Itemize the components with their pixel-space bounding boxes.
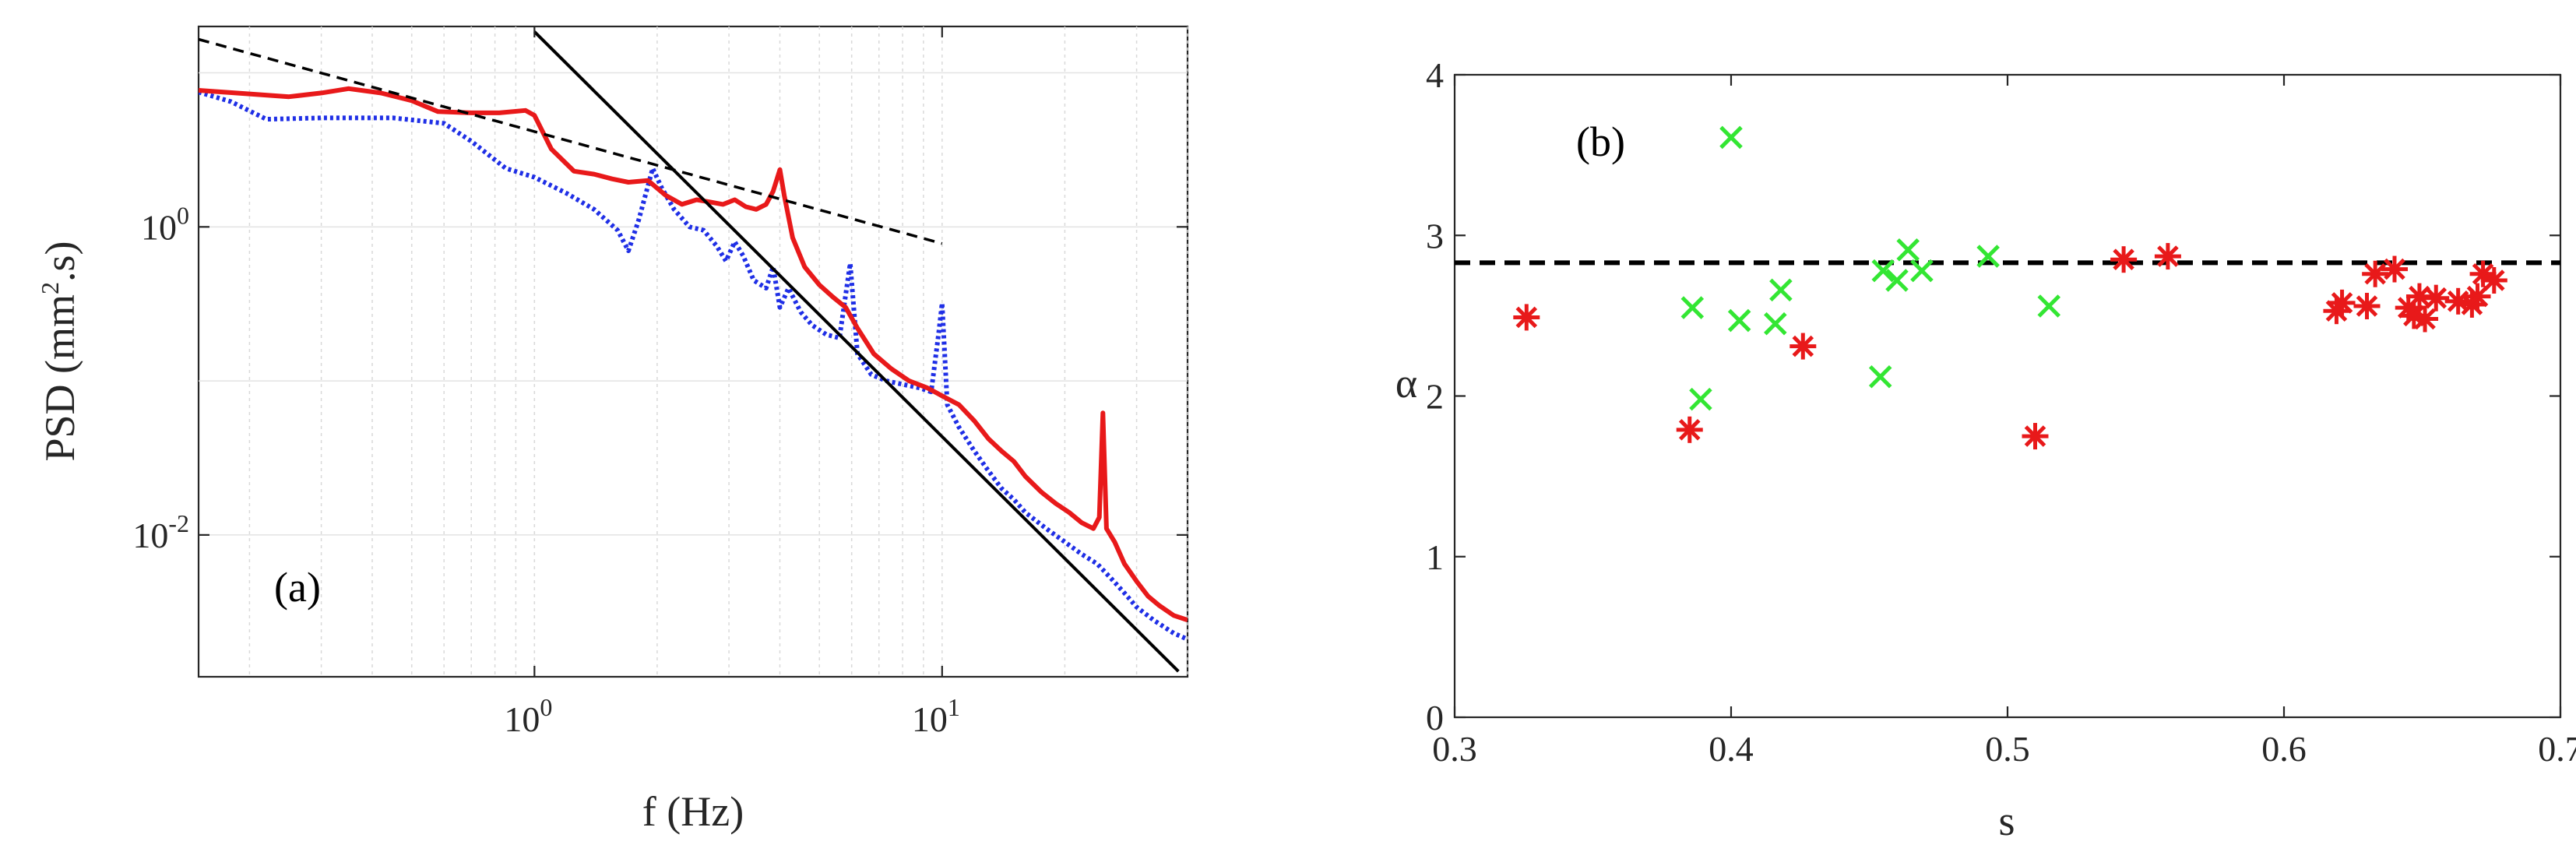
alpha-x-tick-label: 0.4 [1709, 729, 1754, 769]
psd-series-dotted-blue-spectrum [199, 90, 1188, 642]
asterisk-stroke [2425, 287, 2448, 309]
green-x-marker [1910, 259, 1934, 283]
alpha-panel-label: (b) [1576, 118, 1625, 165]
psd-x-tick-exp: 1 [948, 693, 960, 721]
alpha-x-axis-label: s [1998, 797, 2015, 844]
psd-series-group [199, 30, 1188, 673]
psd-y-label-exp: 2 [36, 282, 64, 294]
psd-y-tick-base: 10 [132, 516, 168, 555]
x-stroke [1680, 296, 1705, 319]
psd-x-axis-label: f (Hz) [642, 788, 744, 835]
x-stroke [1689, 387, 1712, 411]
x-stroke [1727, 308, 1751, 333]
psd-y-tick-base: 10 [141, 207, 177, 247]
psd-series-solid-red-spectrum [199, 86, 1188, 623]
asterisk-stroke [1515, 306, 1538, 329]
psd-y-label-tail: .s) [37, 241, 83, 282]
red-asterisk-marker [2353, 293, 2381, 319]
asterisk-stroke [2384, 258, 2405, 280]
x-stroke [2037, 294, 2061, 318]
alpha-y-tick-label: 0 [1426, 698, 1444, 738]
psd-series-black-power-law-steep [533, 30, 1180, 673]
red-asterisk-marker [2362, 260, 2389, 287]
red-asterisk-marker [2423, 284, 2450, 312]
asterisk-stroke [2472, 262, 2494, 285]
red-asterisk-marker [2412, 305, 2439, 333]
x-stroke [1868, 364, 1892, 389]
green-x-marker [1868, 364, 1892, 389]
asterisk-stroke [1678, 419, 1701, 441]
green-x-marker [1976, 245, 2000, 268]
x-stroke [1896, 238, 1920, 262]
asterisk-stroke [2113, 248, 2134, 270]
psd-y-axis-label: PSD (mm2.s) [36, 241, 83, 461]
green-x-marker [1896, 238, 1920, 262]
green-x-marker [1680, 296, 1705, 319]
asterisk-stroke [2466, 285, 2489, 308]
psd-x-tick-exp: 0 [540, 693, 552, 721]
x-stroke [1719, 125, 1743, 150]
asterisk-stroke [2483, 269, 2505, 291]
red-asterisk-marker [1789, 333, 1817, 360]
x-stroke [1871, 259, 1895, 283]
x-stroke [1885, 269, 1909, 292]
x-stroke [1764, 312, 1787, 336]
green-x-marker [2037, 294, 2061, 318]
alpha-y-tick-label: 2 [1426, 377, 1444, 417]
green-x-marker [1871, 259, 1895, 283]
psd-x-tick-label: 100 [504, 693, 552, 739]
psd-grid [199, 26, 1188, 677]
red-asterisk-marker [2022, 423, 2049, 450]
alpha-x-tick-label: 0.5 [1985, 729, 2030, 769]
psd-x-tick-base: 10 [504, 699, 540, 739]
green-x-marker [1769, 278, 1793, 302]
x-stroke [1976, 245, 2000, 268]
alpha-y-tick-label: 3 [1426, 216, 1444, 255]
red-asterisk-marker [1676, 416, 1703, 443]
alpha-x-tick-label: 0.6 [2261, 729, 2307, 769]
psd-x-tick-label: 101 [912, 693, 960, 739]
red-asterisk-marker [2464, 283, 2491, 310]
red-asterisk-marker [2154, 243, 2181, 270]
alpha-series-group [1513, 125, 2507, 450]
asterisk-stroke [2331, 292, 2353, 314]
alpha-x-tick-label: 0.7 [2538, 729, 2576, 769]
green-x-marker [1727, 308, 1751, 333]
psd-y-tick-label: 10-2 [132, 509, 189, 555]
psd-y-tick-exp: 0 [177, 201, 189, 229]
psd-series-black-power-law-shallow [199, 37, 943, 245]
red-asterisk-marker [1513, 304, 1540, 331]
psd-y-tick-label: 100 [141, 201, 189, 247]
green-x-marker [1719, 125, 1743, 150]
asterisk-stroke [2356, 295, 2378, 317]
asterisk-stroke [2414, 308, 2436, 330]
alpha-x-tick-label: 0.3 [1432, 729, 1477, 769]
alpha-y-tick-label: 4 [1426, 55, 1444, 95]
green-x-marker [1689, 387, 1712, 411]
red-asterisk-marker [2328, 289, 2356, 316]
red-asterisk-marker [2480, 267, 2507, 294]
psd-y-tick-exp: -2 [168, 509, 189, 537]
psd-plot-area [197, 25, 1189, 678]
alpha-y-axis-label: α [1395, 360, 1417, 407]
alpha-vs-s-chart: 0.3 0.4 0.5 0.6 0.7 0 1 2 3 4 (b) s α [1395, 55, 2576, 844]
asterisk-stroke [1792, 335, 1814, 357]
green-x-marker [1885, 269, 1909, 292]
green-x-marker [1764, 312, 1787, 336]
asterisk-stroke [2024, 425, 2046, 447]
red-asterisk-marker [2110, 246, 2138, 273]
x-stroke [1910, 259, 1934, 283]
alpha-plot-area [1453, 73, 2562, 719]
x-stroke [1769, 278, 1793, 302]
psd-panel-label: (a) [274, 564, 321, 611]
red-asterisk-marker [2381, 255, 2408, 283]
alpha-ticks: 0.3 0.4 0.5 0.6 0.7 0 1 2 3 4 [1426, 55, 2576, 769]
asterisk-stroke [2157, 245, 2179, 267]
psd-y-label-main: PSD (mm [37, 294, 83, 462]
psd-x-tick-base: 10 [912, 699, 948, 739]
alpha-y-tick-label: 1 [1426, 537, 1444, 577]
